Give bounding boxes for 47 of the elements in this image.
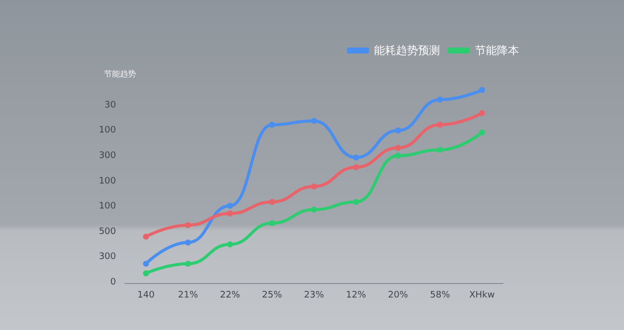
point (143, 270, 149, 276)
text: 30 (104, 100, 116, 110)
point (185, 239, 191, 246)
point (437, 96, 443, 103)
point (353, 164, 359, 170)
point (227, 210, 233, 217)
point (479, 87, 485, 93)
point (395, 144, 401, 151)
point (479, 129, 485, 136)
point (269, 198, 275, 205)
point (353, 154, 359, 161)
point (353, 198, 359, 205)
point (269, 220, 275, 226)
x-tick-label: 25% (262, 290, 282, 300)
x-tick-label: 23% (304, 290, 324, 300)
point (437, 122, 443, 128)
x-tick-label: XHkw (469, 290, 495, 300)
point (227, 202, 233, 209)
point (395, 152, 401, 159)
text: 100 (98, 202, 116, 212)
legend-label: 能耗趋势预测 (374, 44, 440, 57)
point (269, 122, 275, 128)
text: 100 (98, 176, 116, 186)
point (227, 241, 233, 248)
point (311, 184, 317, 190)
text: 500 (98, 226, 116, 237)
point (185, 260, 191, 267)
x-tick-label: 22% (220, 290, 240, 300)
x-tick-label: 58% (430, 290, 450, 300)
point (143, 260, 149, 267)
x-tick-label: 21% (178, 290, 198, 300)
text: 300 (98, 151, 116, 161)
x-tick-label: 20% (388, 290, 408, 300)
legend-label: 节能降本 (475, 44, 519, 57)
point (437, 146, 443, 153)
x-tick-label: 140 (137, 290, 155, 300)
point (143, 234, 149, 240)
point (479, 110, 485, 116)
point (311, 206, 317, 213)
point (185, 222, 191, 228)
text: 0 (110, 278, 116, 288)
y-axis-title: 节能趋势 (104, 70, 136, 78)
x-tick-label: 12% (346, 290, 366, 300)
point (395, 128, 401, 134)
text: 100 (98, 126, 116, 136)
text: 300 (98, 252, 116, 262)
point (311, 118, 317, 124)
